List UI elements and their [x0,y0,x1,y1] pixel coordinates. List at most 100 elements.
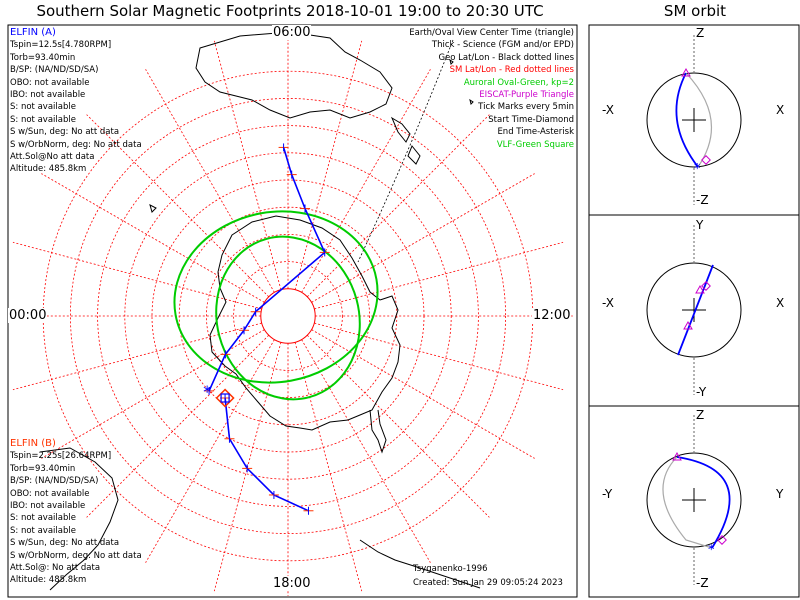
sm-lon-line [301,69,431,293]
elfin-a-line: S w/Sun, deg: No att data [10,127,120,138]
elfin-a-line: Tspin=12.5s[4.780RPM] [10,40,112,51]
elfin-b-line: B/SP: (NA/ND/SD/SA) [10,476,99,487]
sm-lon-line [145,339,275,563]
africa-coast [39,447,119,591]
elfin-a-line: S: not available [10,114,76,125]
orbit-2-bottom: -Y [696,385,707,399]
sm-lon-line [314,241,564,310]
elfin-a-name: ELFIN (A) [10,27,56,38]
elfin-b-name: ELFIN (B) [10,438,56,449]
elfin-b-line: S w/OrbNorm, deg: No att data [10,550,142,561]
orbit-diamond [717,535,727,545]
orbit-2-left: -X [602,296,614,310]
sm-lon-line [294,40,363,290]
orbit-1-top: Z [696,26,705,40]
mlt-label-12: 12:00 [532,308,572,323]
orbit-3-bottom: -Z [696,576,709,590]
new-zealand-coast [390,116,421,165]
pacific-islands [449,58,474,105]
legend-item: End Time-Asterisk [497,127,574,138]
sm-lon-line [86,334,270,518]
elfin-tracks: * [203,143,330,515]
auroral-oval-equatorward [215,235,361,401]
coastlines [39,31,481,591]
earth-circle [646,452,742,548]
orbit-arc [675,72,699,168]
sm-lon-line [306,114,490,298]
mlt-label-06: 06:00 [272,25,312,40]
legend-item: EISCAT-Purple Triangle [479,89,574,100]
orbit-arc [676,456,731,549]
sm-lon-line [314,322,564,391]
south-america-coast [359,539,481,589]
orbit-asterisk: * [694,162,701,177]
sm-lat-circle [233,261,343,371]
sm-lon-line [86,114,270,298]
legend-item: Thick - Science (FGM and/or EPD) [431,40,574,51]
elfin-a-line: Torb=93.40min [10,52,76,63]
orbit-back-arc [685,72,712,168]
sm-lon-line [213,40,282,290]
orbit-triangle [672,451,682,461]
elfin-b-line: Att.Sol@: No att data [10,562,101,573]
elfin-a-line: S w/OrbNorm, deg: No att data [10,139,142,150]
sm-lon-line [145,69,275,293]
elfin-a-line: OBO: not available [10,77,90,88]
track-line [208,147,326,392]
orbit-asterisk: * [708,543,715,558]
orbit-1-bottom: -Z [696,193,709,207]
plot-title: Southern Solar Magnetic Footprints 2018-… [36,2,544,20]
legend: Earth/Oval View Center Time (triangle) T… [409,27,574,151]
elfin-b-line: Tspin=2.25s[26.64RPM] [10,451,112,462]
legend-item: Earth/Oval View Center Time (triangle) [409,28,574,38]
sm-lat-circle [205,233,370,398]
legend-item: VLF-Green Square [496,139,574,150]
orbit-3-top: Z [696,408,705,422]
sm-lon-line [41,173,265,303]
sm-lat-circle [97,125,479,507]
orbit-3-left: -Y [602,487,613,501]
elfin-b-line: S w/Sun, deg: No att data [10,538,120,549]
orbit-plots: ** [646,35,742,585]
elfin-b-info: ELFIN (B) Tspin=2.25s[26.64RPM] Torb=93.… [10,438,142,587]
orbit-3-right: Y [776,487,784,501]
sm-lon-line [311,329,535,459]
elfin-b-line: IBO: not available [10,500,86,511]
earth-circle [646,262,742,358]
orbit-triangle [695,284,705,294]
start-square [220,393,230,403]
sm-lon-line [301,339,431,563]
elfin-b-line: Torb=93.40min [10,463,76,474]
elfin-a-line: S: not available [10,102,76,113]
legend-item: Tick Marks every 5min [478,102,574,113]
orbit-diamond [701,155,711,165]
legend-item: SM Lat/Lon - Red dotted lines [449,65,574,76]
sm-lon-line [41,329,265,459]
antarctic-peninsula [369,409,387,454]
model-label: Tsyganenko-1996 [413,564,488,574]
sm-lat-circle [124,152,452,480]
track-line [224,397,309,512]
orbit-1-right: X [776,103,785,117]
earth-circle [646,72,742,168]
created-label: Created: Sun Jan 29 09:05:24 2023 [413,578,563,588]
elfin-b-line: S: not available [10,525,76,536]
legend-item: Auroral Oval-Green, kp=2 [463,77,574,88]
orbit-arc [677,264,714,356]
orbit-triangle [681,67,691,77]
orbit-frame [588,24,800,598]
elfin-b-line: Altitude: 485.8km [10,575,87,586]
orbit-1-left: -X [602,103,614,117]
orbit-2-right: X [776,296,785,310]
orbit-back-arc [662,456,713,549]
elfin-a-line: IBO: not available [10,89,86,100]
sm-lat-circle [69,97,507,535]
antarctica-coast [209,215,401,431]
orbit-2-top: Y [696,218,704,232]
geo-lat-lon-lines [357,39,454,263]
elfin-a-line: Altitude: 485.8km [10,164,87,175]
sm-lat-circle [260,288,316,344]
mlt-label-18: 18:00 [272,576,312,591]
auroral-oval [173,210,379,401]
